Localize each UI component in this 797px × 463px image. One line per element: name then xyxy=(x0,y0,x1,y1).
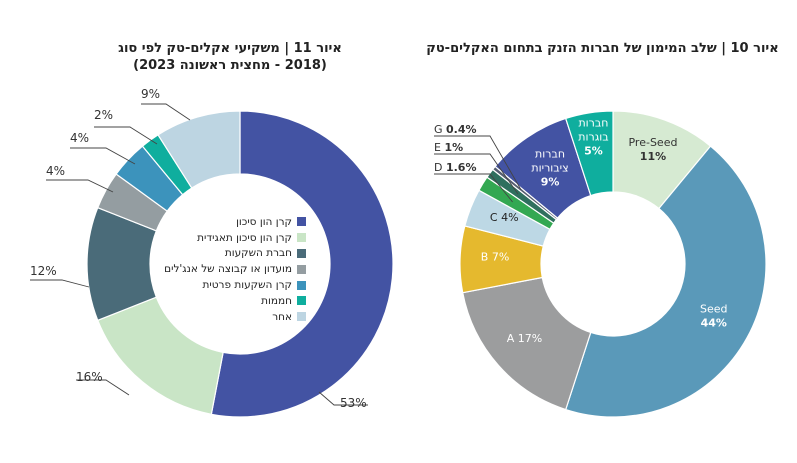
legend-label-2: חברת השקעות xyxy=(224,247,292,260)
left-leader-6 xyxy=(141,103,191,121)
legend-label-5: חממות xyxy=(261,294,292,307)
right-slice-label-8: חברות ציבוריות 9% xyxy=(531,147,568,188)
left-leader-4 xyxy=(70,147,136,165)
chart-left-title: איור 11 | משקיעי אקלים-טק לפי סוג xyxy=(118,41,342,56)
left-value-label-6: 9% xyxy=(141,87,160,101)
left-value-label-4: 4% xyxy=(70,131,89,145)
chart-right-title-block: איור 10 | שלב המימון של חברות הזנק בתחום… xyxy=(410,40,795,57)
right-leader-5 xyxy=(434,173,513,203)
legend-swatch-0 xyxy=(297,217,306,227)
left-value-label-1: 16% xyxy=(76,370,103,384)
legend-item-6: אחר xyxy=(150,309,306,325)
right-slice-label-2: A 17% xyxy=(507,332,542,345)
legend-swatch-6 xyxy=(297,312,306,322)
legend-label-3: מועדון או קבוצה של אנג'לים xyxy=(164,263,292,276)
right-slice-1 xyxy=(564,145,767,418)
legend-item-4: קרן השקעות פרטית xyxy=(150,277,306,293)
chart-left-subtitle: (2018 - מחצית ראשונה 2023) xyxy=(133,58,327,73)
left-value-label-5: 2% xyxy=(94,108,113,122)
legend-swatch-3 xyxy=(297,264,306,274)
left-value-label-2: 12% xyxy=(30,264,57,278)
legend-swatch-5 xyxy=(297,296,306,306)
right-slice-2 xyxy=(462,276,592,411)
legend-label-1: קרן הון סיכון תאגידית xyxy=(197,231,292,244)
chart-left-title-block: איור 11 | משקיעי אקלים-טק לפי סוג (2018 … xyxy=(60,40,400,74)
left-leader-3 xyxy=(46,179,114,193)
legend-label-6: אחר xyxy=(272,310,292,323)
legend-swatch-2 xyxy=(297,248,306,258)
left-leader-0 xyxy=(318,391,368,406)
left-value-label-3: 4% xyxy=(46,164,65,178)
right-slice-label-1: Seed 44% xyxy=(700,302,728,329)
right-slice-9 xyxy=(564,110,614,197)
right-slice-label-4: C 4% xyxy=(490,211,519,224)
right-slice-label-9: חברות בוגרות 5% xyxy=(578,117,608,158)
right-leader-7 xyxy=(434,135,522,191)
left-value-label-0: 53% xyxy=(340,396,367,410)
left-slice-6 xyxy=(157,110,241,189)
legend-item-2: חברת השקעות xyxy=(150,246,306,262)
left-leader-1 xyxy=(76,379,130,396)
left-slice-0 xyxy=(210,110,394,418)
legend-swatch-1 xyxy=(297,233,306,243)
right-small-label-5: D 1.6% xyxy=(434,161,476,174)
chart-left-legend: קרן הון סיכון קרן הון סיכון תאגידית חברת ה… xyxy=(150,214,306,325)
legend-item-3: מועדון או קבוצה של אנג'לים xyxy=(150,261,306,277)
right-slice-label-3: B 7% xyxy=(481,250,510,263)
left-leader-5 xyxy=(94,126,158,145)
right-small-label-6: E 1% xyxy=(434,141,463,154)
right-small-label-7: G 0.4% xyxy=(434,123,477,136)
right-slice-label-0: Pre-Seed 11% xyxy=(628,136,677,163)
legend-label-4: קרן השקעות פרטית xyxy=(202,279,292,292)
legend-label-0: קרן הון סיכון xyxy=(236,215,292,228)
legend-item-1: קרן הון סיכון תאגידית xyxy=(150,230,306,246)
left-leader-2 xyxy=(30,279,90,288)
legend-swatch-4 xyxy=(297,280,306,290)
legend-item-0: קרן הון סיכון xyxy=(150,214,306,230)
right-leader-6 xyxy=(434,153,519,195)
legend-item-5: חממות xyxy=(150,293,306,309)
chart-right-title: איור 10 | שלב המימון של חברות הזנק בתחום… xyxy=(426,41,779,56)
